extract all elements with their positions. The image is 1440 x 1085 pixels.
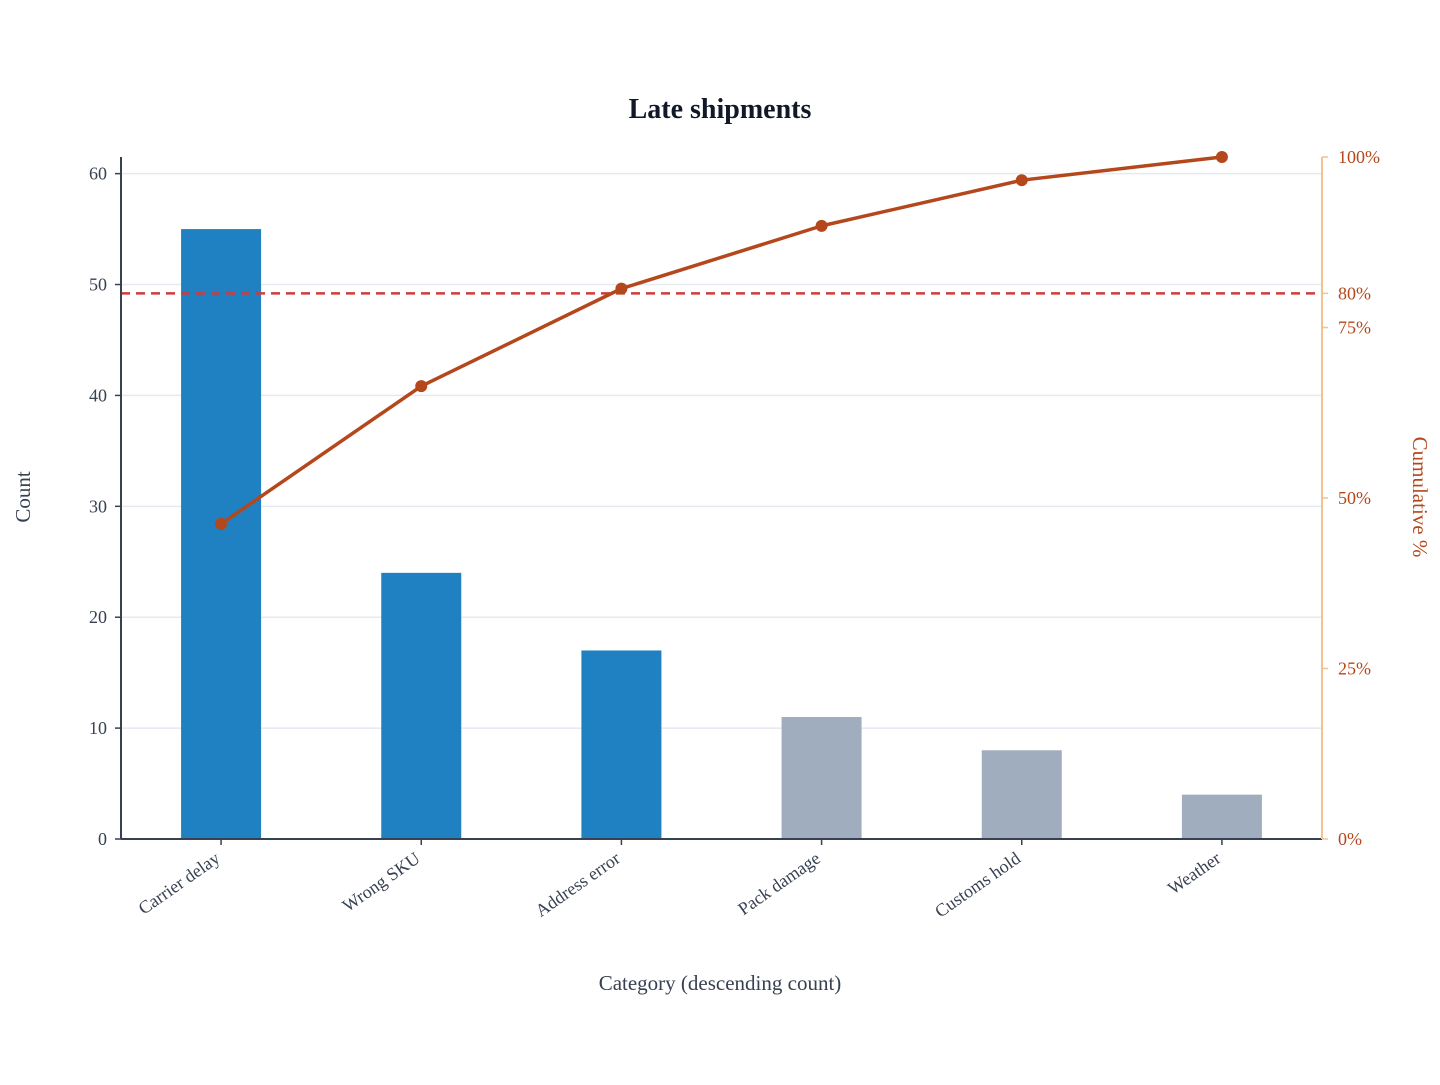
y2-tick-label: 25% bbox=[1338, 659, 1371, 679]
cumulative-line-group bbox=[215, 151, 1228, 530]
grid-lines bbox=[121, 172, 1322, 729]
y-tick-label: 0 bbox=[98, 829, 107, 849]
y-axis-label: Count bbox=[11, 471, 35, 523]
bar bbox=[581, 650, 662, 839]
cumulative-point bbox=[215, 517, 228, 530]
cumulative-point bbox=[615, 282, 628, 295]
axes-group bbox=[120, 157, 1323, 840]
y-tick-label: 20 bbox=[89, 607, 107, 627]
cumulative-point bbox=[1215, 151, 1228, 163]
y2-tick-label: 0% bbox=[1338, 829, 1362, 849]
y2-axis-label: Cumulative % bbox=[1408, 437, 1432, 558]
bar bbox=[1181, 794, 1262, 839]
bar bbox=[981, 750, 1062, 839]
y2-tick-label: 75% bbox=[1338, 318, 1371, 338]
y-tick-label: 40 bbox=[89, 385, 107, 405]
y-tick-label: 50 bbox=[89, 275, 107, 295]
bar bbox=[181, 229, 262, 839]
x-tick-label: Customs hold bbox=[931, 848, 1024, 921]
x-tick-label: Pack damage bbox=[734, 848, 824, 919]
y-tick-label: 60 bbox=[89, 164, 107, 184]
y2-tick-label: 80% bbox=[1338, 283, 1371, 303]
x-tick-label: Wrong SKU bbox=[339, 848, 424, 916]
bar bbox=[381, 572, 462, 839]
x-tick-label: Carrier delay bbox=[135, 848, 224, 919]
y-tick-label: 30 bbox=[89, 496, 107, 516]
y-tick-label: 10 bbox=[89, 718, 107, 738]
cumulative-point bbox=[1015, 174, 1028, 187]
bars-group bbox=[181, 229, 1262, 839]
y2-tick-label: 100% bbox=[1338, 147, 1380, 167]
x-tick-label: Weather bbox=[1164, 848, 1224, 899]
x-tick-label: Address error bbox=[532, 848, 624, 921]
chart-title: Late shipments bbox=[629, 94, 812, 125]
x-axis-label: Category (descending count) bbox=[599, 971, 842, 995]
cumulative-line bbox=[220, 155, 1223, 526]
cumulative-point bbox=[415, 380, 428, 393]
bar bbox=[781, 717, 862, 839]
y2-tick-label: 50% bbox=[1338, 488, 1371, 508]
cumulative-point bbox=[815, 219, 828, 232]
